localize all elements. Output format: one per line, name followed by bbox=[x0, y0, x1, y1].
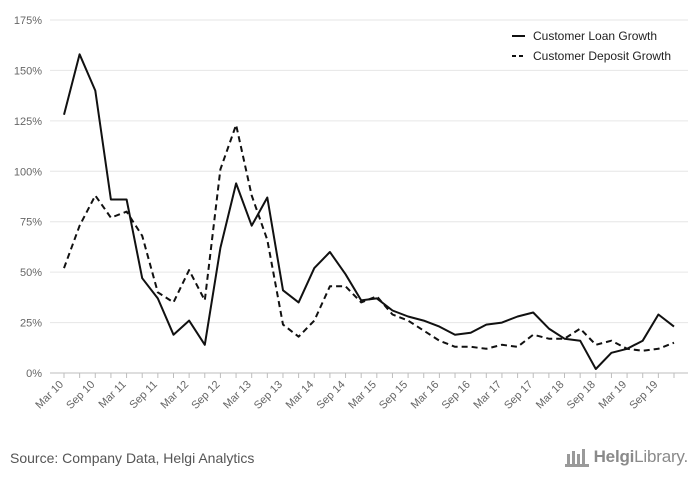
x-tick-label: Mar 16 bbox=[409, 379, 442, 412]
x-tick-label: Mar 12 bbox=[159, 379, 192, 412]
series-line-loan bbox=[63, 53, 675, 370]
y-tick-label: 100% bbox=[14, 166, 42, 178]
legend-label: Customer Deposit Growth bbox=[533, 49, 671, 63]
x-tick-label: Sep 14 bbox=[315, 379, 348, 412]
x-tick-label: Sep 12 bbox=[189, 379, 222, 412]
y-tick-label: 150% bbox=[14, 65, 42, 77]
series-line-deposit bbox=[63, 123, 675, 352]
library-logo-icon bbox=[564, 449, 589, 467]
x-tick-label: Mar 18 bbox=[534, 379, 567, 412]
x-tick-label: Mar 13 bbox=[221, 379, 254, 412]
x-tick-label: Sep 11 bbox=[127, 379, 160, 412]
y-tick-label: 75% bbox=[20, 217, 42, 229]
x-tick-label: Sep 13 bbox=[252, 379, 285, 412]
y-tick-label: 25% bbox=[20, 318, 42, 330]
x-tick-label: Mar 15 bbox=[346, 379, 379, 412]
source-note: Source: Company Data, Helgi Analytics bbox=[10, 450, 255, 466]
x-tick-label: Mar 11 bbox=[97, 379, 129, 411]
x-tick-label: Mar 10 bbox=[33, 379, 66, 412]
x-tick-label: Sep 15 bbox=[377, 379, 410, 412]
x-tick-label: Mar 19 bbox=[596, 379, 629, 412]
x-tick-label: Sep 19 bbox=[627, 379, 660, 412]
y-tick-label: 0% bbox=[26, 368, 42, 380]
logo-text: HelgiLibrary. bbox=[593, 447, 689, 466]
legend-label: Customer Loan Growth bbox=[533, 29, 657, 43]
x-tick-label: Mar 17 bbox=[471, 379, 504, 412]
footer: Source: Company Data, Helgi Analytics He… bbox=[0, 436, 700, 483]
y-tick-label: 175% bbox=[14, 15, 42, 27]
x-tick-label: Mar 14 bbox=[284, 379, 317, 412]
helgi-library-logo: HelgiLibrary. bbox=[564, 446, 688, 468]
x-tick-label: Sep 10 bbox=[64, 379, 97, 412]
x-tick-label: Sep 17 bbox=[502, 379, 535, 412]
y-tick-label: 50% bbox=[20, 267, 42, 279]
x-tick-label: Sep 16 bbox=[440, 379, 473, 412]
y-tick-label: 125% bbox=[14, 116, 42, 128]
x-tick-label: Sep 18 bbox=[565, 379, 598, 412]
